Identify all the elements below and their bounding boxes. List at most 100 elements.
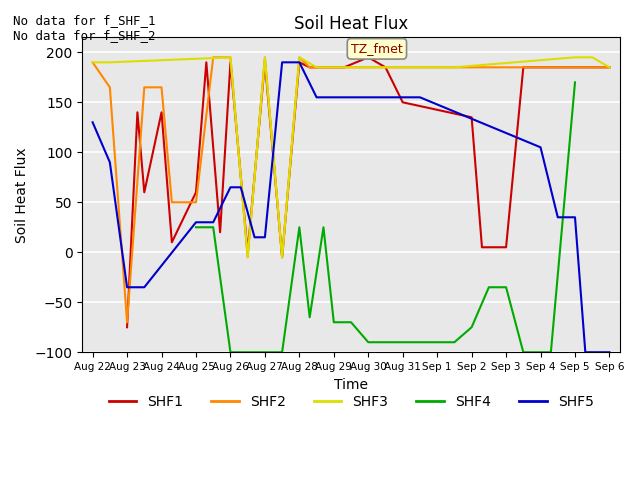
SHF2 [124,319,131,325]
SHF4 [244,349,252,355]
SHF2 [192,199,200,205]
SHF5 [416,95,424,100]
SHF4 [192,224,200,230]
SHF4 [547,349,555,355]
SHF4 [330,319,338,325]
SHF1 [261,60,269,65]
X-axis label: Time: Time [334,377,368,392]
SHF5 [251,234,259,240]
SHF4 [433,339,441,345]
SHF1 [571,64,579,70]
SHF1 [605,64,613,70]
SHF1 [278,254,286,260]
SHF3 [451,64,458,70]
SHF2 [433,64,441,70]
SHF1 [134,109,141,115]
SHF5 [313,95,321,100]
SHF1 [330,64,338,70]
Y-axis label: Soil Heat Flux: Soil Heat Flux [15,147,29,242]
SHF4 [227,349,234,355]
SHF3 [278,254,286,260]
SHF2 [278,254,286,260]
Line: SHF5: SHF5 [93,62,609,352]
SHF3 [381,64,389,70]
SHF1 [216,229,224,235]
SHF2 [306,64,314,70]
SHF4 [306,314,314,320]
SHF1 [244,250,252,255]
SHF1 [468,114,476,120]
SHF2 [168,199,176,205]
SHF4 [319,224,327,230]
SHF5 [537,144,545,150]
SHF1 [202,60,210,65]
SHF2 [182,199,189,205]
SHF4 [296,224,303,230]
SHF1 [502,244,510,250]
SHF5 [227,184,234,190]
SHF1 [554,64,562,70]
SHF4 [209,224,217,230]
SHF4 [520,349,527,355]
SHF4 [399,339,406,345]
SHF2 [106,84,114,90]
SHF5 [89,120,97,125]
SHF4 [451,339,458,345]
SHF5 [209,219,217,225]
SHF3 [261,54,269,60]
SHF5 [140,284,148,290]
SHF5 [192,219,200,225]
SHF1 [478,244,486,250]
Line: SHF3: SHF3 [93,57,609,257]
SHF5 [296,60,303,65]
SHF3 [588,54,596,60]
Title: Soil Heat Flux: Soil Heat Flux [294,15,408,33]
Line: SHF2: SHF2 [93,57,609,322]
SHF4 [375,339,383,345]
SHF1 [364,54,372,60]
SHF2 [140,84,148,90]
SHF2 [571,64,579,70]
SHF1 [520,64,527,70]
SHF1 [306,64,314,70]
SHF3 [227,54,234,60]
SHF1 [340,64,348,70]
Text: TZ_fmet: TZ_fmet [351,42,403,55]
SHF3 [605,64,613,70]
SHF5 [571,215,579,220]
SHF3 [89,60,97,65]
Line: SHF4: SHF4 [196,82,575,352]
SHF1 [381,64,389,70]
SHF2 [330,64,338,70]
SHF5 [278,60,286,65]
SHF4 [485,284,493,290]
SHF3 [347,64,355,70]
SHF3 [433,64,441,70]
SHF1 [140,190,148,195]
SHF2 [296,54,303,60]
SHF4 [537,349,545,355]
SHF1 [227,60,234,65]
SHF1 [296,60,303,65]
SHF5 [261,234,269,240]
SHF3 [364,64,372,70]
Line: SHF1: SHF1 [127,57,609,327]
SHF1 [537,64,545,70]
SHF2 [89,60,97,65]
SHF2 [605,64,613,70]
Text: No data for f_SHF_1
No data for f_SHF_2: No data for f_SHF_1 No data for f_SHF_2 [13,14,156,42]
SHF5 [582,349,589,355]
SHF1 [168,240,176,245]
SHF4 [416,339,424,345]
SHF5 [399,95,406,100]
SHF1 [157,109,165,115]
SHF1 [399,99,406,105]
SHF5 [237,184,244,190]
SHF3 [244,254,252,260]
SHF3 [571,54,579,60]
SHF2 [157,84,165,90]
SHF2 [244,254,252,260]
SHF4 [261,349,269,355]
SHF2 [381,64,389,70]
SHF2 [227,54,234,60]
